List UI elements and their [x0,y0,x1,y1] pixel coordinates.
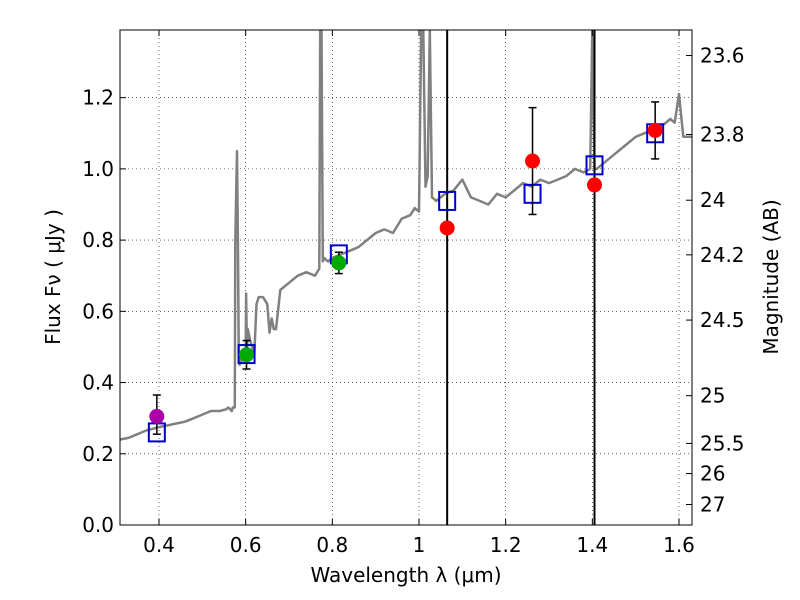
mag-tick-label: 24.2 [700,243,745,267]
observed-point [149,408,165,424]
observed-point [587,177,602,193]
plot-area [120,30,692,525]
y-tick-label: 0.2 [82,442,114,466]
spectrum-line [120,30,692,441]
mag-tick-label: 24.5 [700,308,745,332]
model-square [585,155,604,176]
x-tick-label: 1.2 [490,533,522,557]
observed-point [331,255,347,271]
axes: 0.4 0.6 0.8 1 1.2 1.4 1.6 0.0 0.2 0.4 0.6 0.8 1.0 1.2… [82,30,745,557]
x-tick-label: 1.6 [663,533,695,557]
y-tick-label: 1.2 [82,86,114,110]
observed-point [439,220,455,236]
x-tick-label: 0.8 [316,533,348,557]
mag-tick-label: 23.6 [700,44,745,68]
mag-tick-label: 24 [700,188,725,212]
plot-frame [119,29,693,526]
x-tick-label: 0.6 [230,533,262,557]
mag-tick-label: 23.8 [700,123,745,147]
y-tick-label: 1.0 [82,157,114,181]
mag-tick-label: 27 [700,493,725,517]
x-tick-label: 1.4 [576,533,608,557]
y-tick-label: 0.0 [82,513,114,537]
data-markers [147,101,665,443]
observed-point [647,122,663,138]
y-axis-label: Flux Fν ( μJy ) [41,209,65,345]
mag-tick-label: 25.5 [700,431,745,455]
x-tick-label: 0.4 [143,533,175,557]
y-tick-label: 0.4 [82,371,114,395]
x-tick-label: 1 [413,533,426,557]
observed-point [239,347,255,363]
y-tick-label: 0.8 [82,228,114,252]
right-axis-label: Magnitude (AB) [759,199,783,354]
x-axis-label: Wavelength λ (μm) [310,563,501,587]
mag-tick-label: 25 [700,384,725,408]
observed-point [525,153,541,169]
mag-tick-label: 26 [700,462,725,486]
model-square [438,190,457,211]
y-tick-label: 0.6 [82,299,114,323]
